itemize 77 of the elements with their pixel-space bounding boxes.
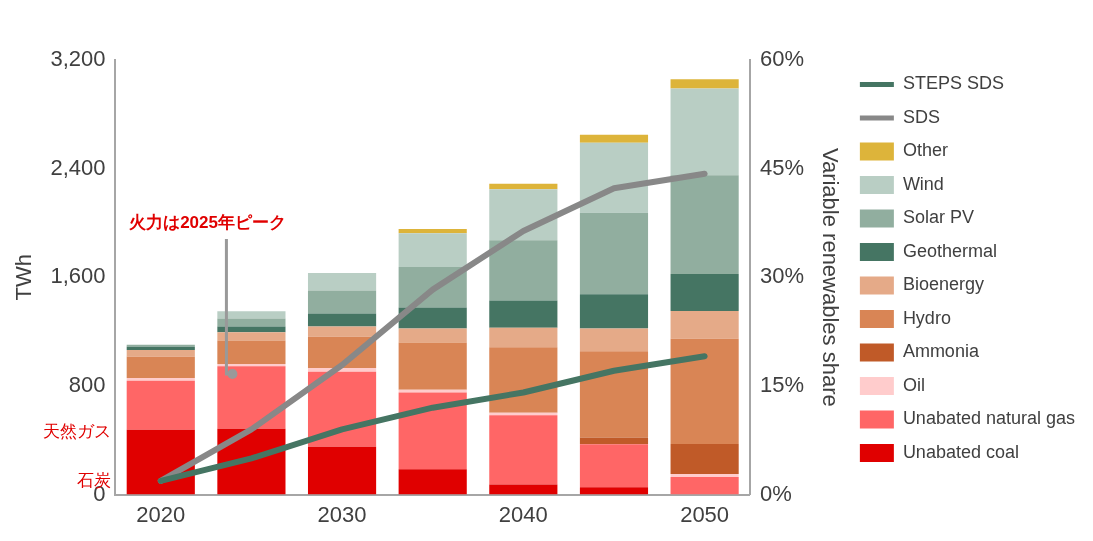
legend-label: Other xyxy=(902,140,948,161)
y-tick-label: 2,400 xyxy=(50,154,106,180)
bar xyxy=(398,342,467,390)
legend-label: Geothermal xyxy=(902,240,997,261)
bar xyxy=(398,392,467,470)
bar xyxy=(217,318,286,327)
bar xyxy=(670,310,739,339)
legend-label: SDS xyxy=(902,106,940,127)
bar xyxy=(579,294,649,329)
bar xyxy=(579,212,649,295)
bar xyxy=(670,443,739,474)
bar xyxy=(126,350,195,357)
legend-label: Oil xyxy=(902,374,925,395)
y2-tick-label: 0% xyxy=(759,480,792,506)
y2-tick-label: 30% xyxy=(759,263,804,289)
y2-tick-label: 15% xyxy=(759,372,804,398)
bar xyxy=(307,290,377,314)
y-axis-title: TWh xyxy=(11,254,37,301)
bar xyxy=(489,347,558,413)
legend-label: Unabated natural gas xyxy=(902,408,1075,429)
bar xyxy=(307,446,377,495)
bar xyxy=(579,328,649,352)
x-tick-label: 2050 xyxy=(680,501,730,527)
legend-label: Hydro xyxy=(902,307,951,328)
y2-axis-title: Variable renewables share xyxy=(818,147,844,407)
bar xyxy=(217,332,286,341)
bar xyxy=(489,189,558,241)
bar xyxy=(307,326,377,337)
bar xyxy=(217,311,286,319)
bar xyxy=(489,240,558,301)
bar xyxy=(398,328,467,343)
y-tick-label: 1,600 xyxy=(50,263,106,289)
bar xyxy=(126,346,195,351)
legend-label: Ammonia xyxy=(902,341,980,362)
bar xyxy=(579,142,649,213)
bar xyxy=(489,327,558,348)
legend-label: Bioenergy xyxy=(902,274,984,295)
bar xyxy=(489,183,558,190)
x-tick-label: 2020 xyxy=(136,501,186,527)
bar xyxy=(398,307,467,329)
bar xyxy=(670,338,739,444)
text: 天然ガス xyxy=(43,422,112,442)
bar xyxy=(670,175,739,275)
bar xyxy=(307,273,377,291)
bar xyxy=(217,340,286,364)
bar xyxy=(670,473,739,477)
bar xyxy=(126,356,195,379)
bar xyxy=(126,380,195,430)
bar xyxy=(126,378,195,381)
bar xyxy=(579,487,649,495)
annotation: 火力は2025年ピーク xyxy=(129,212,286,232)
bar xyxy=(670,476,739,495)
bar xyxy=(579,444,649,488)
bar xyxy=(307,313,377,327)
bar xyxy=(670,274,739,311)
bar xyxy=(217,366,286,429)
bar xyxy=(579,134,649,143)
bar xyxy=(489,415,558,485)
bar xyxy=(579,351,649,438)
y2-tick-label: 60% xyxy=(759,46,804,72)
y2-tick-label: 45% xyxy=(759,154,804,180)
y-tick-label: 3,200 xyxy=(50,46,106,72)
bar xyxy=(398,469,467,495)
x-tick-label: 2040 xyxy=(498,501,548,527)
x-tick-label: 2030 xyxy=(317,501,367,527)
legend-label: Unabated coal xyxy=(902,441,1019,462)
bar xyxy=(398,233,467,267)
bar xyxy=(579,437,649,445)
bar xyxy=(126,344,195,347)
bar xyxy=(670,88,739,176)
bar xyxy=(670,79,739,89)
legend-label: STEPS SDS xyxy=(902,73,1004,94)
legend-label: Solar PV xyxy=(902,207,974,228)
bar xyxy=(489,300,558,328)
bar xyxy=(398,228,467,234)
y-tick-label: 800 xyxy=(68,372,106,398)
legend-label: Wind xyxy=(902,173,944,194)
